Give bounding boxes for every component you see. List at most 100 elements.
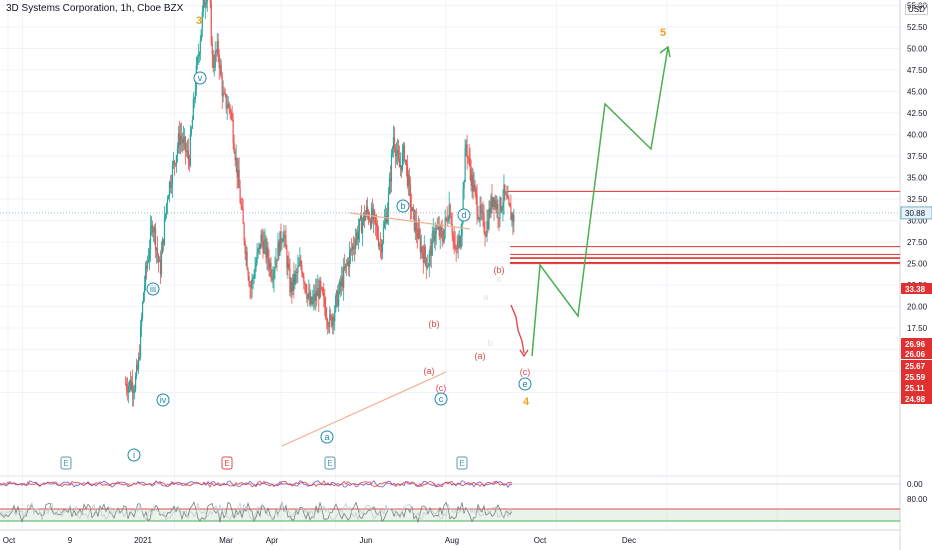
candle: [345, 263, 347, 274]
candle: [175, 154, 178, 173]
candle-body: [149, 228, 152, 251]
candle: [173, 159, 176, 176]
candle: [197, 43, 199, 65]
candle-body: [264, 239, 266, 242]
candle: [401, 143, 403, 173]
candle-body: [155, 248, 158, 251]
candle: [508, 195, 510, 206]
candle: [398, 145, 401, 168]
candle-body: [421, 246, 423, 253]
candle: [479, 196, 481, 228]
candle-body: [497, 204, 499, 219]
candle-body: [133, 391, 135, 394]
candle: [368, 211, 371, 223]
candle-body: [146, 261, 149, 269]
candle-body: [153, 227, 156, 232]
candle-body: [344, 266, 346, 269]
candle: [168, 180, 171, 203]
candle-body: [365, 206, 368, 215]
candle-body: [442, 240, 444, 242]
price-axis[interactable]: 65.0062.5060.0057.5055.0052.5050.0047.50…: [900, 0, 932, 504]
candle-body: [467, 156, 469, 158]
candle-body: [200, 29, 202, 41]
candle: [329, 306, 331, 335]
candle-body: [427, 265, 429, 268]
candle-body: [218, 54, 220, 69]
candle: [425, 257, 427, 280]
wave-label-red-b1: (b): [429, 319, 440, 329]
candle-body: [144, 266, 147, 285]
time-tick-label: 9: [68, 536, 73, 545]
candle-body: [444, 217, 446, 230]
candle: [303, 272, 305, 290]
indicator-tick-label: 80.00: [907, 495, 928, 504]
candle-body: [416, 232, 418, 239]
candle: [154, 222, 157, 259]
candle-body: [290, 281, 292, 293]
candle: [415, 208, 417, 244]
currency-label[interactable]: USD: [905, 4, 928, 15]
candle-body: [182, 138, 184, 144]
candle: [482, 201, 484, 227]
candle: [466, 134, 468, 170]
candle: [265, 235, 267, 264]
candle: [158, 256, 161, 263]
candle: [456, 235, 458, 254]
candle: [444, 209, 446, 240]
candle-body: [337, 290, 339, 306]
wave-label-iii: iii: [146, 282, 160, 296]
candle-body: [180, 135, 182, 140]
candle-body: [484, 231, 486, 236]
candle-body: [451, 224, 453, 234]
candle-body: [143, 284, 146, 293]
price-tick-label: 20.00: [907, 303, 928, 312]
time-axis[interactable]: Oct 9 2021 Mar Apr Jun Aug Oct Dec: [3, 536, 636, 545]
candle: [292, 273, 294, 296]
candle: [443, 229, 445, 244]
candle-body: [506, 194, 508, 199]
candle-body: [199, 40, 201, 54]
candle-body: [231, 112, 233, 120]
candle-body: [291, 281, 293, 291]
candle-body: [222, 93, 224, 97]
time-tick-label: Oct: [534, 536, 547, 545]
candle-body: [292, 273, 294, 291]
candle: [291, 277, 293, 304]
candle: [510, 194, 512, 221]
candle: [278, 239, 280, 260]
candle-body: [217, 41, 219, 55]
candle-body: [480, 205, 482, 213]
level-price-box: [901, 283, 932, 294]
candle: [435, 224, 437, 245]
candle-body: [437, 227, 439, 229]
candle-body: [394, 147, 397, 157]
candle-body: [183, 137, 185, 139]
candle: [253, 269, 255, 284]
candle-body: [268, 260, 270, 269]
candle-body: [493, 197, 495, 208]
candle: [323, 282, 325, 308]
candle-body: [475, 188, 477, 195]
price-tick-label: 27.50: [907, 238, 928, 247]
candle: [375, 213, 378, 240]
candle-body: [430, 245, 432, 256]
candle: [276, 259, 278, 272]
candle: [135, 372, 137, 393]
candle: [235, 144, 237, 173]
candle-body: [357, 232, 359, 240]
candle: [248, 271, 250, 287]
candle-body: [395, 153, 398, 157]
candle: [450, 212, 452, 226]
wave-label-red-c2: (c): [520, 367, 531, 377]
candle-body: [239, 188, 241, 203]
candle-body: [139, 326, 142, 358]
candle: [293, 262, 295, 299]
candle: [301, 260, 303, 278]
candle: [471, 167, 473, 198]
candle: [454, 231, 456, 252]
candle: [374, 214, 377, 236]
candle: [503, 174, 505, 216]
candle-body: [334, 310, 336, 322]
candle: [275, 247, 277, 269]
